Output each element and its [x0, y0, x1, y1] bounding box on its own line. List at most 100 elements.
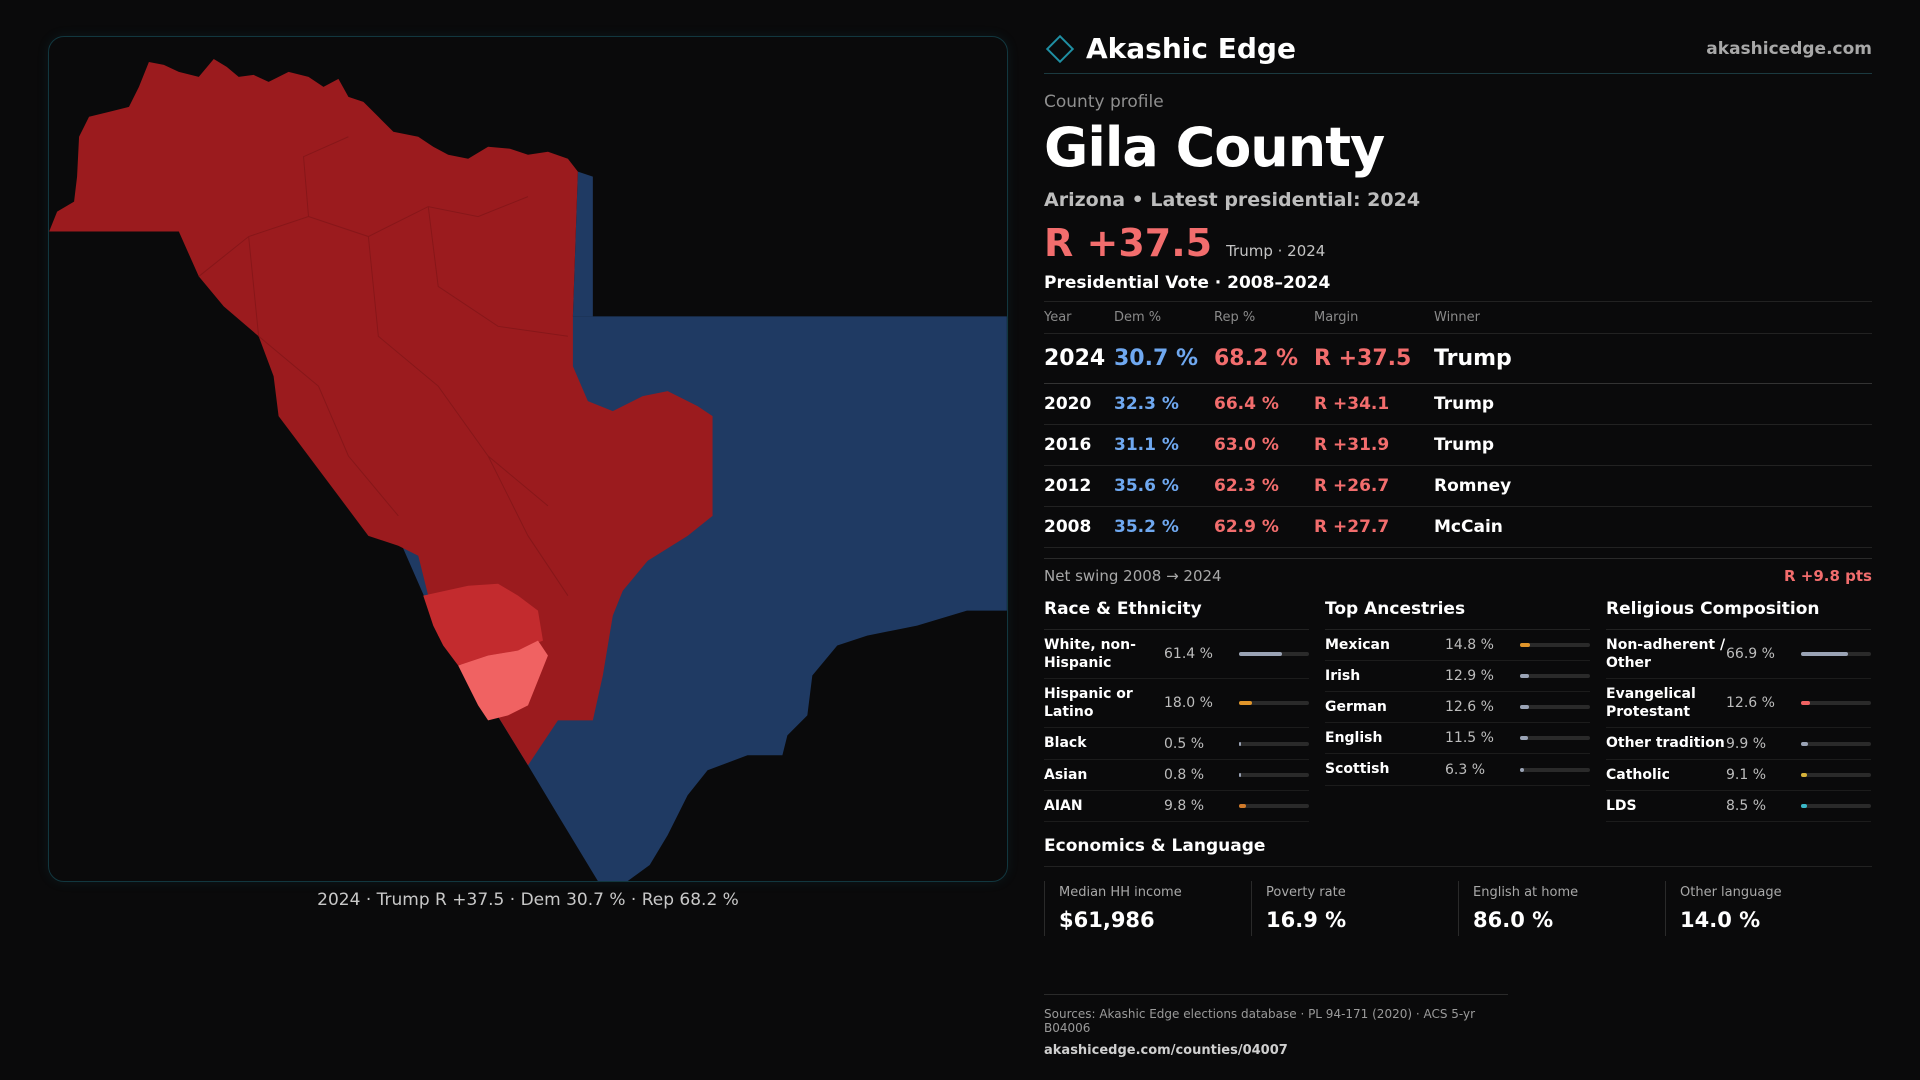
demographic-value: 0.8 %: [1164, 766, 1205, 783]
map-region-rep-light[interactable]: [458, 640, 548, 721]
demographic-row: White, non-Hispanic 61.4 %: [1044, 630, 1309, 680]
map-region-rep-north[interactable]: [49, 58, 713, 766]
econ-label: Poverty rate: [1266, 885, 1346, 900]
demographic-label: Non-adherent / Other: [1606, 636, 1726, 671]
econ-label: English at home: [1473, 885, 1579, 900]
demographic-value: 14.8 %: [1445, 636, 1494, 653]
ancestry-title: Top Ancestries: [1325, 599, 1590, 630]
demographic-bar-fill: [1520, 736, 1529, 741]
net-swing: Net swing 2008 → 2024 R +9.8 pts: [1044, 557, 1872, 585]
cell-winner: Trump: [1434, 424, 1872, 466]
demographic-label: Irish: [1325, 667, 1361, 684]
demographic-value: 9.8 %: [1164, 797, 1205, 814]
votes-table: Year Dem % Rep % Margin Winner 2024 30.7…: [1044, 301, 1872, 548]
demographics: Race & Ethnicity White, non-Hispanic 61.4…: [1044, 599, 1872, 822]
econ-value: $61,986: [1059, 908, 1155, 932]
demographic-row: Other tradition 9.9 %: [1606, 728, 1871, 760]
demographic-label: Hispanic or Latino: [1044, 686, 1133, 721]
col-margin: Margin: [1314, 301, 1434, 334]
demographic-label: Catholic: [1606, 766, 1670, 783]
demographic-row: German 12.6 %: [1325, 692, 1590, 724]
cell-winner: McCain: [1434, 506, 1872, 548]
cell-dem: 32.3 %: [1114, 383, 1214, 425]
footer: Sources: Akashic Edge elections database…: [1044, 994, 1508, 1058]
econ-label: Median HH income: [1059, 885, 1182, 900]
demographic-value: 0.5 %: [1164, 735, 1205, 752]
demographic-value: 9.1 %: [1726, 766, 1767, 783]
econ-cell-income: Median HH income $61,986: [1044, 881, 1251, 936]
demographic-value: 8.5 %: [1726, 797, 1767, 814]
cell-rep: 66.4 %: [1214, 383, 1314, 425]
econ-value: 16.9 %: [1266, 908, 1347, 932]
col-rep: Rep %: [1214, 301, 1314, 334]
cell-year: 2024: [1044, 333, 1114, 384]
profile-panel: Akashic Edge akashicedge.com County prof…: [1044, 30, 1872, 936]
demographic-label: AIAN: [1044, 797, 1083, 814]
margin-note: Trump · 2024: [1226, 241, 1326, 260]
demographic-bar: [1520, 705, 1590, 710]
econ-cell-poverty: Poverty rate 16.9 %: [1251, 881, 1458, 936]
table-row: 2008 35.2 % 62.9 % R +27.7 McCain: [1044, 506, 1872, 548]
cell-year: 2020: [1044, 383, 1114, 425]
cell-margin: R +37.5: [1314, 333, 1434, 384]
demographic-bar-fill: [1239, 803, 1246, 808]
demographic-value: 66.9 %: [1726, 645, 1775, 662]
race-title: Race & Ethnicity: [1044, 599, 1309, 630]
brand-name: Akashic Edge: [1086, 32, 1296, 65]
demographic-bar-fill: [1520, 673, 1530, 678]
map-caption: 2024 · Trump R +37.5 · Dem 30.7 % · Rep …: [317, 890, 739, 910]
race-section: Race & Ethnicity White, non-Hispanic 61.4…: [1044, 599, 1309, 822]
demographic-value: 6.3 %: [1445, 761, 1486, 778]
demographic-label: German: [1325, 699, 1387, 716]
margin-summary: R +37.5 Trump · 2024: [1044, 221, 1872, 265]
econ-value: 14.0 %: [1680, 908, 1761, 932]
county-url-link[interactable]: akashicedge.com/counties/04007: [1044, 1043, 1288, 1058]
demographic-value: 18.0 %: [1164, 695, 1213, 712]
cell-dem: 31.1 %: [1114, 424, 1214, 466]
demographic-value: 12.9 %: [1445, 667, 1494, 684]
margin-value: R +37.5: [1044, 220, 1213, 265]
table-row: 2020 32.3 % 66.4 % R +34.1 Trump: [1044, 383, 1872, 425]
county-map[interactable]: [48, 36, 1008, 882]
demographic-bar-fill: [1520, 705, 1529, 710]
table-row: 2016 31.1 % 63.0 % R +31.9 Trump: [1044, 424, 1872, 466]
demographic-bar: [1239, 741, 1309, 746]
sources-text: Sources: Akashic Edge elections database…: [1044, 1007, 1476, 1035]
demographic-bar-fill: [1520, 767, 1525, 772]
econ-cell-other-language: Other language 14.0 %: [1665, 881, 1872, 936]
demographic-bar: [1801, 741, 1871, 746]
demographic-bar-fill: [1801, 701, 1810, 706]
cell-dem: 35.6 %: [1114, 465, 1214, 507]
demographic-bar-fill: [1239, 701, 1252, 706]
map-region-rep-mid[interactable]: [423, 583, 543, 666]
demographic-bar-fill: [1801, 741, 1808, 746]
demographic-row: LDS 8.5 %: [1606, 791, 1871, 822]
demographic-bar: [1520, 642, 1590, 647]
demographic-bar: [1520, 767, 1590, 772]
cell-rep: 62.9 %: [1214, 506, 1314, 548]
demographic-value: 11.5 %: [1445, 730, 1494, 747]
demographic-row: Mexican 14.8 %: [1325, 630, 1590, 661]
demographic-row: Scottish 6.3 %: [1325, 754, 1590, 786]
votes-header-row: Year Dem % Rep % Margin Winner: [1044, 301, 1872, 334]
profile-eyebrow: County profile: [1044, 92, 1164, 112]
cell-dem: 35.2 %: [1114, 506, 1214, 548]
demographic-value: 61.4 %: [1164, 645, 1213, 662]
econ-value: 86.0 %: [1473, 908, 1554, 932]
econ-label: Other language: [1680, 885, 1782, 900]
swing-label: Net swing 2008 → 2024: [1044, 566, 1222, 585]
cell-margin: R +26.7: [1314, 465, 1434, 507]
site-link[interactable]: akashicedge.com: [1706, 38, 1872, 59]
demographic-row: Evangelical Protestant 12.6 %: [1606, 679, 1871, 729]
cell-rep: 63.0 %: [1214, 424, 1314, 466]
map-region-dem-strip[interactable]: [572, 171, 593, 317]
brand[interactable]: Akashic Edge: [1044, 32, 1296, 65]
col-year: Year: [1044, 301, 1114, 334]
votes-title: Presidential Vote · 2008–2024: [1044, 273, 1872, 302]
demographic-label: English: [1325, 730, 1383, 747]
demographic-bar-fill: [1801, 651, 1848, 656]
demographic-row: Asian 0.8 %: [1044, 760, 1309, 791]
demographic-bar-fill: [1801, 772, 1808, 777]
demographic-bar: [1520, 736, 1590, 741]
cell-year: 2016: [1044, 424, 1114, 466]
